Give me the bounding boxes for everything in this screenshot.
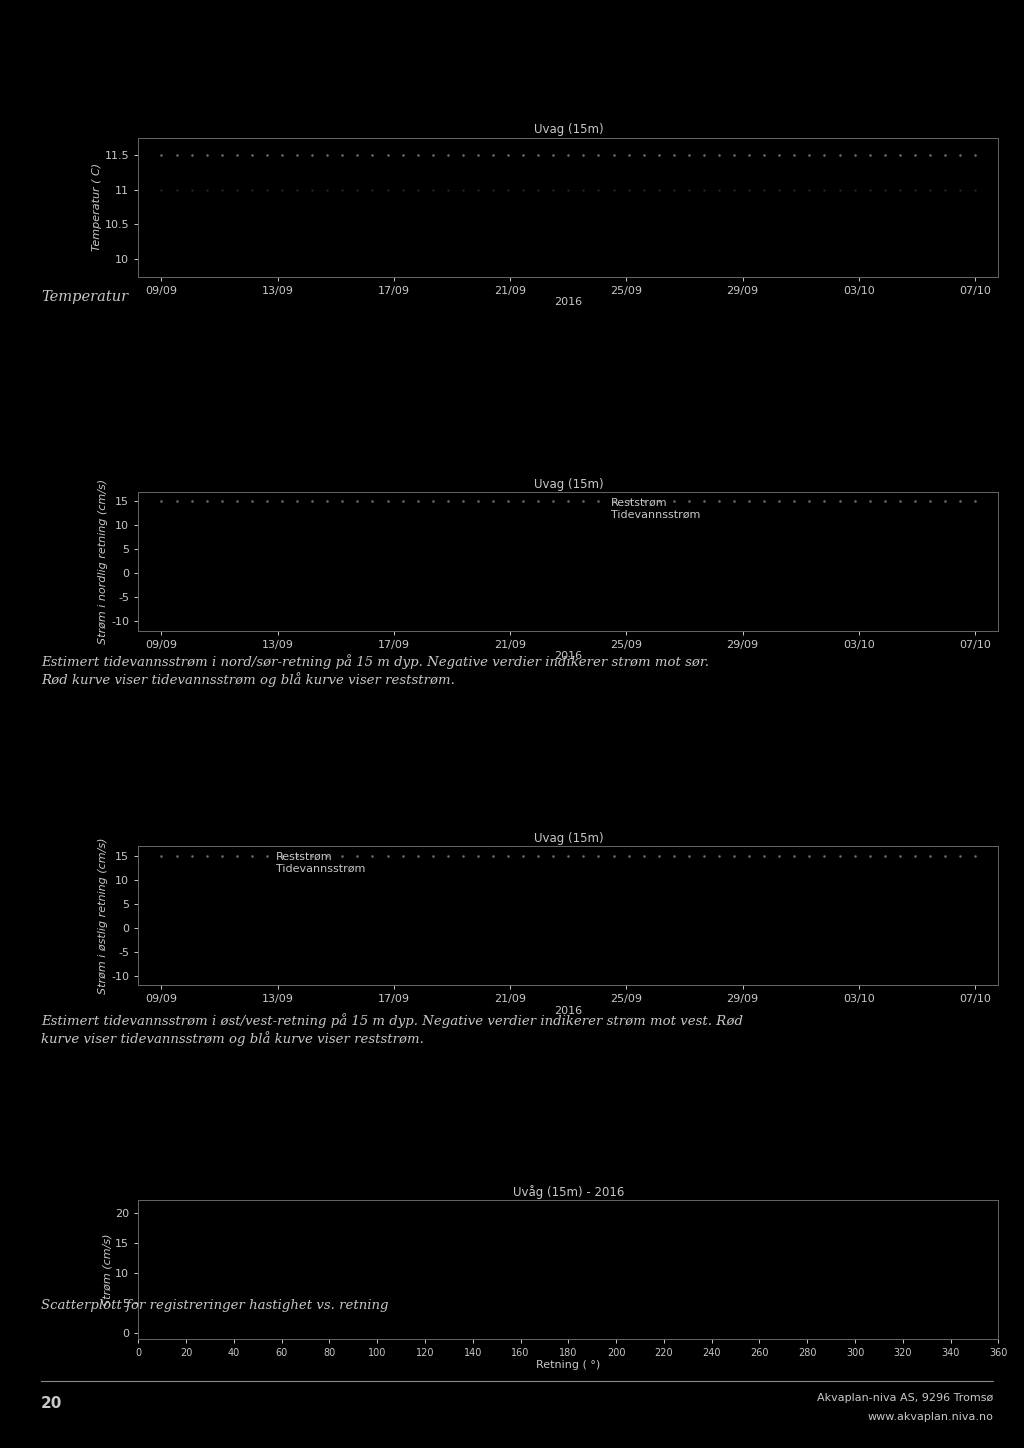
Title: Uvag (15m): Uvag (15m) <box>534 123 603 136</box>
Text: www.akvaplan.niva.no: www.akvaplan.niva.no <box>867 1412 993 1422</box>
Y-axis label: Temperatur ( C): Temperatur ( C) <box>92 164 101 251</box>
Text: Temperatur: Temperatur <box>41 290 128 304</box>
Title: Uvag (15m): Uvag (15m) <box>534 833 603 846</box>
Y-axis label: Strøm (cm/s): Strøm (cm/s) <box>102 1234 113 1306</box>
X-axis label: 2016: 2016 <box>554 652 583 662</box>
Title: Uvag (15m): Uvag (15m) <box>534 478 603 491</box>
Text: Scatterplott for registreringer hastighet vs. retning: Scatterplott for registreringer hastighe… <box>41 1299 388 1312</box>
X-axis label: 2016: 2016 <box>554 1005 583 1015</box>
Text: Reststrøm
Tidevannsstrøm: Reststrøm Tidevannsstrøm <box>611 498 700 520</box>
Text: Akvaplan-niva AS, 9296 Tromsø: Akvaplan-niva AS, 9296 Tromsø <box>817 1393 993 1403</box>
Text: 20: 20 <box>41 1396 62 1410</box>
Y-axis label: Strøm i østlig retning (cm/s): Strøm i østlig retning (cm/s) <box>98 837 109 993</box>
X-axis label: Retning ( °): Retning ( °) <box>537 1360 600 1370</box>
Text: Estimert tidevannsstrøm i øst/vest-retning på 15 m dyp. Negative verdier indiker: Estimert tidevannsstrøm i øst/vest-retni… <box>41 1014 743 1045</box>
Text: Estimert tidevannsstrøm i nord/sør-retning på 15 m dyp. Negative verdier indiker: Estimert tidevannsstrøm i nord/sør-retni… <box>41 654 709 686</box>
Text: Reststrøm
Tidevannsstrøm: Reststrøm Tidevannsstrøm <box>275 851 366 875</box>
X-axis label: 2016: 2016 <box>554 297 583 307</box>
Title: Uvåg (15m) - 2016: Uvåg (15m) - 2016 <box>513 1186 624 1199</box>
Y-axis label: Strøm i nordlig retning (cm/s): Strøm i nordlig retning (cm/s) <box>98 479 109 644</box>
